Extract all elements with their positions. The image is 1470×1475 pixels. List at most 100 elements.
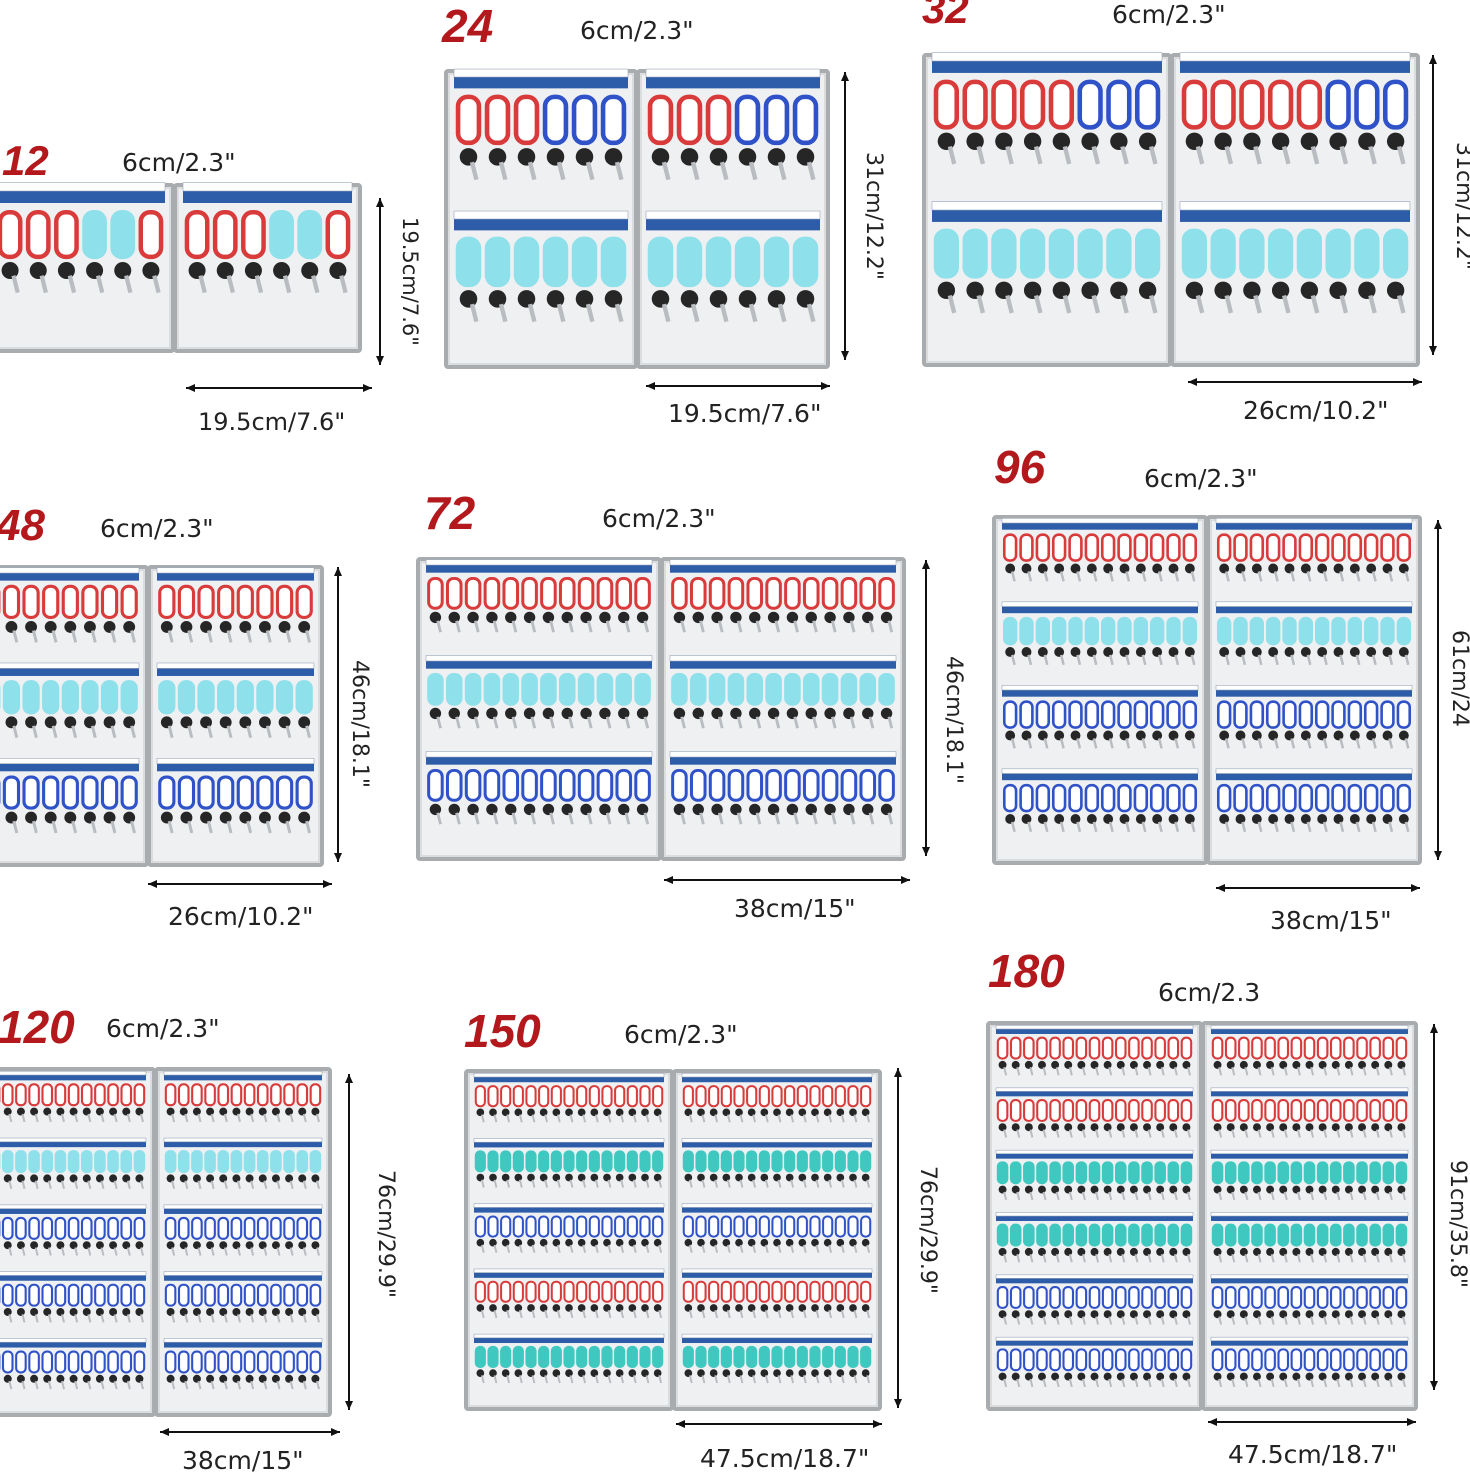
key-cabinet xyxy=(0,1067,332,1417)
key xyxy=(1213,1123,1222,1132)
key xyxy=(135,1374,144,1383)
key xyxy=(1070,647,1081,657)
number-strip xyxy=(0,573,139,581)
key xyxy=(489,1173,497,1182)
key-tag xyxy=(1088,1223,1101,1247)
key xyxy=(1023,281,1042,300)
key xyxy=(1037,1372,1046,1381)
key-tag xyxy=(639,1345,651,1368)
key xyxy=(590,1173,599,1182)
key xyxy=(298,1107,307,1116)
key xyxy=(1398,563,1409,574)
key xyxy=(232,1241,241,1250)
key xyxy=(285,1307,294,1316)
key xyxy=(1384,1310,1393,1319)
key xyxy=(1129,1310,1138,1319)
key xyxy=(1054,730,1065,741)
key xyxy=(200,716,212,729)
key xyxy=(1235,647,1246,657)
key xyxy=(1292,1372,1301,1381)
key xyxy=(1103,1060,1112,1069)
width-label: 19.5cm/7.6" xyxy=(668,399,822,428)
key xyxy=(278,620,291,633)
key xyxy=(603,1108,611,1117)
key xyxy=(651,290,670,308)
key xyxy=(1169,1310,1178,1319)
key xyxy=(1064,1310,1073,1319)
key xyxy=(1037,730,1048,741)
key xyxy=(1184,563,1195,574)
capacity-label: 12 xyxy=(2,137,49,184)
key xyxy=(1081,132,1099,151)
key xyxy=(811,1108,819,1117)
key-cabinet xyxy=(986,1021,1418,1411)
key xyxy=(1317,730,1328,741)
key xyxy=(618,803,630,816)
key xyxy=(1358,1247,1367,1256)
key-tag xyxy=(860,1150,872,1173)
key xyxy=(1168,730,1179,741)
key xyxy=(1371,1247,1380,1256)
key xyxy=(738,290,757,308)
key xyxy=(1086,647,1097,657)
key-tag xyxy=(1296,228,1323,279)
key xyxy=(56,1374,65,1383)
key xyxy=(546,290,565,308)
key-tag xyxy=(991,228,1017,279)
key-tag xyxy=(758,1150,770,1173)
key xyxy=(1239,1372,1248,1381)
key-cabinet xyxy=(0,565,324,867)
key xyxy=(542,707,555,720)
key-tag xyxy=(727,672,745,706)
key xyxy=(1300,647,1311,657)
key xyxy=(836,1173,845,1182)
key xyxy=(1386,132,1405,151)
key xyxy=(1331,1123,1340,1132)
key xyxy=(1103,814,1114,824)
key xyxy=(542,803,555,816)
key xyxy=(1152,563,1163,574)
key xyxy=(798,1108,807,1117)
key xyxy=(1129,1247,1138,1256)
key xyxy=(747,1108,756,1117)
key xyxy=(749,611,761,624)
key xyxy=(429,611,442,624)
key-tag xyxy=(771,1150,783,1173)
key xyxy=(798,1238,807,1247)
cabinet-door xyxy=(147,565,324,867)
key-tag xyxy=(1101,1223,1114,1247)
key xyxy=(1119,563,1130,574)
key-tag xyxy=(1088,1161,1101,1185)
key-tag xyxy=(1149,616,1165,646)
key xyxy=(467,611,479,624)
key-tag xyxy=(525,1345,537,1368)
key xyxy=(135,1241,144,1250)
depth-label: 6cm/2.3 xyxy=(1158,978,1261,1007)
key xyxy=(1090,1247,1099,1256)
key xyxy=(298,1174,307,1183)
key xyxy=(245,1307,254,1316)
key xyxy=(673,611,686,624)
number-strip xyxy=(0,191,165,203)
key xyxy=(1077,1310,1086,1319)
key-tag xyxy=(1238,1223,1250,1247)
key xyxy=(1103,563,1114,574)
width-label: 26cm/10.2" xyxy=(1243,396,1389,425)
key-tag xyxy=(588,1345,600,1368)
key xyxy=(3,1107,12,1116)
key xyxy=(575,148,594,166)
key xyxy=(1037,1060,1046,1069)
key xyxy=(1024,1310,1033,1319)
number-strip xyxy=(682,1077,872,1083)
number-strip xyxy=(996,1153,1193,1159)
key-tag xyxy=(455,236,482,288)
key-tag xyxy=(81,680,99,715)
key-tag xyxy=(634,672,651,706)
key xyxy=(206,1241,215,1250)
height-arrow xyxy=(1429,55,1437,355)
number-strip xyxy=(1211,1216,1408,1221)
key xyxy=(862,803,874,816)
key xyxy=(684,1173,693,1182)
key xyxy=(1397,1060,1406,1069)
key-tag xyxy=(596,672,614,706)
